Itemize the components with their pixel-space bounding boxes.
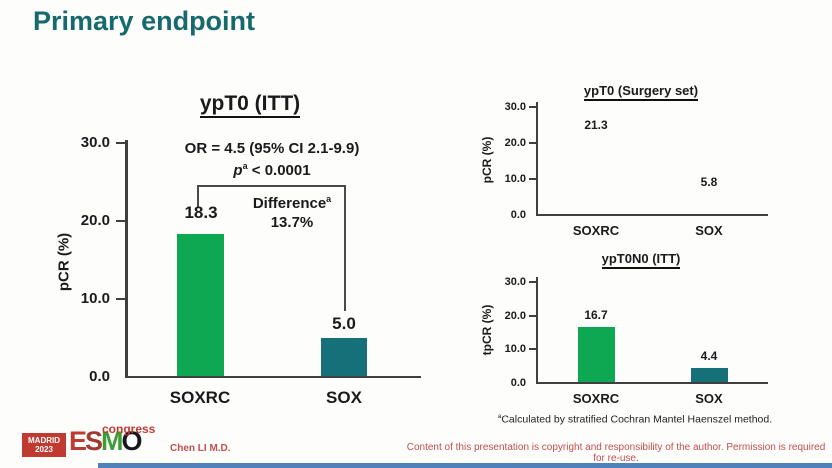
difference-value: 13.7% xyxy=(270,214,314,231)
y-tick-label-30: 30.0 xyxy=(80,134,110,151)
footnote-text: Calculated by stratified Cochran Mantel … xyxy=(501,413,773,426)
difference-superscript: a xyxy=(326,194,332,204)
bar-soxrc xyxy=(578,326,615,383)
x-label-sox: SOX xyxy=(695,391,723,406)
y-tick-20 xyxy=(116,220,125,222)
bar-value-sox: 4.4 xyxy=(700,349,718,363)
y-tick-10 xyxy=(116,298,125,300)
esmo-logo: MADRID 2023 ESMO congress xyxy=(20,420,160,462)
difference-bracket-left-leg xyxy=(197,185,199,208)
bar-value-sox: 5.0 xyxy=(332,314,356,333)
chart-title-text: ypT0N0 (ITT) xyxy=(601,251,681,269)
y-tick-10 xyxy=(529,178,536,180)
copyright-notice: Content of this presentation is copyrigh… xyxy=(406,442,826,464)
bar-value-soxrc: 21.3 xyxy=(584,118,608,132)
p-superscript: a xyxy=(242,161,248,171)
x-label-soxrc: SOXRC xyxy=(572,391,620,406)
y-axis-title: tpCR (%) xyxy=(480,304,494,356)
chart-ypt0-surgery-set: ypT0 (Surgery set) 30.0 20.0 10.0 0.0 pC… xyxy=(480,82,768,238)
y-axis-line xyxy=(125,140,128,378)
footnote: aCalculated by stratified Cochran Mantel… xyxy=(440,413,830,426)
presenter-credit: Chen LI M.D. xyxy=(170,443,231,454)
x-axis-line xyxy=(536,214,768,216)
y-tick-label-0: 0.0 xyxy=(510,209,526,221)
p-value-annotation: pa < 0.0001 xyxy=(152,161,392,179)
chart-title: ypT0 (Surgery set) xyxy=(561,82,721,101)
y-tick-label-0: 0.0 xyxy=(510,377,526,389)
page-title: Primary endpoint xyxy=(33,6,256,36)
esmo-logo-year: 2023 xyxy=(35,445,53,454)
y-tick-label-20: 20.0 xyxy=(504,310,526,322)
bar-sox xyxy=(321,338,367,377)
chart-title: ypT0 (ITT) xyxy=(150,92,350,118)
bar-value-sox: 5.8 xyxy=(700,175,718,189)
y-axis-line xyxy=(536,102,538,216)
y-tick-label-30: 30.0 xyxy=(504,276,526,288)
x-axis-line xyxy=(125,375,421,378)
footer-accent-bar xyxy=(98,463,832,468)
y-tick-10 xyxy=(529,348,536,350)
bar-value-soxrc: 18.3 xyxy=(184,203,218,222)
chart-title: ypT0N0 (ITT) xyxy=(561,250,721,269)
y-tick-label-10: 10.0 xyxy=(504,343,526,355)
esmo-logo-location: MADRID xyxy=(28,436,60,445)
y-tick-label-20: 20.0 xyxy=(504,137,526,149)
y-tick-label-10: 10.0 xyxy=(80,290,110,307)
y-tick-label-20: 20.0 xyxy=(80,212,110,229)
x-label-sox: SOX xyxy=(695,223,723,238)
esmo-logo-congress: congress xyxy=(102,422,156,436)
or-annotation: OR = 4.5 (95% CI 2.1-9.9) xyxy=(184,140,360,157)
chart-ypt0-itt: ypT0 (ITT) OR = 4.5 (95% CI 2.1-9.9) pa … xyxy=(56,92,421,407)
y-tick-30 xyxy=(116,142,125,144)
y-tick-label-10: 10.0 xyxy=(504,173,526,185)
y-tick-label-0: 0.0 xyxy=(89,368,110,385)
chart-title-text: ypT0 (ITT) xyxy=(199,92,301,118)
difference-label: Differencea xyxy=(252,194,332,212)
footnote-superscript: a xyxy=(497,413,502,420)
x-label-soxrc: SOXRC xyxy=(169,388,231,407)
y-tick-30 xyxy=(529,281,536,283)
difference-bracket-right-leg xyxy=(344,185,346,311)
y-tick-20 xyxy=(529,315,536,317)
y-tick-30 xyxy=(529,106,536,108)
p-value-text: < 0.0001 xyxy=(247,162,311,179)
y-tick-20 xyxy=(529,142,536,144)
chart-title-text: ypT0 (Surgery set) xyxy=(583,83,699,101)
bar-sox xyxy=(691,368,728,383)
esmo-logo-location-box: MADRID 2023 xyxy=(22,433,66,457)
p-symbol: p xyxy=(233,162,243,179)
esmo-logo-letters: ESMO xyxy=(69,426,143,456)
y-axis-line xyxy=(536,277,538,384)
x-axis-line xyxy=(536,382,768,384)
bar-soxrc xyxy=(177,234,224,377)
y-tick-label-30: 30.0 xyxy=(504,101,526,113)
difference-bracket-top xyxy=(197,185,346,187)
bar-value-soxrc: 16.7 xyxy=(584,308,608,322)
x-label-sox: SOX xyxy=(326,388,362,407)
x-label-soxrc: SOXRC xyxy=(572,223,620,238)
